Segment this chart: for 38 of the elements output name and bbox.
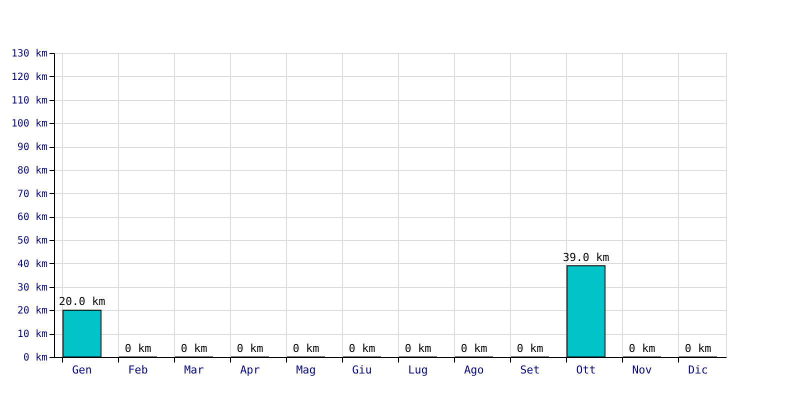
x-tick-label: Mag [296, 364, 316, 376]
data-label: 0 km [180, 342, 208, 355]
y-tick-label: 90 km [17, 142, 48, 154]
x-tick-label: Lug [408, 364, 428, 376]
data-label: 0 km [684, 342, 712, 355]
y-tick-label: 110 km [11, 95, 48, 106]
data-label: 0 km [236, 342, 264, 355]
y-tick-label: 40 km [17, 258, 48, 270]
y-tick-label: 100 km [11, 118, 48, 130]
data-label: 0 km [628, 342, 656, 355]
y-tick-label: 0 km [23, 352, 48, 364]
y-tick-label: 120 km [11, 72, 48, 83]
data-label: 0 km [124, 342, 152, 355]
data-label: 0 km [516, 342, 544, 355]
data-label: 0 km [348, 342, 376, 355]
y-tick-label: 50 km [17, 236, 48, 247]
x-tick-label: Mar [184, 364, 204, 376]
data-label: 20.0 km [58, 295, 106, 308]
data-label: 0 km [292, 342, 320, 355]
y-tick-label: 80 km [17, 165, 48, 176]
x-tick-label: Ott [576, 364, 596, 376]
x-tick-label: Feb [128, 364, 148, 376]
x-tick-label: Giu [352, 364, 372, 376]
y-tick-label: 130 km [11, 48, 48, 60]
x-tick-label: Gen [72, 364, 92, 376]
data-label: 0 km [404, 342, 432, 355]
x-tick-label: Set [520, 364, 540, 376]
y-tick-label: 10 km [17, 329, 48, 340]
y-tick-label: 30 km [17, 282, 48, 294]
data-label: 0 km [460, 342, 488, 355]
y-tick-label: 20 km [17, 306, 48, 317]
y-tick-label: 70 km [17, 188, 48, 200]
x-tick-label: Dic [688, 364, 708, 376]
x-tick-label: Ago [464, 364, 484, 376]
data-label: 39.0 km [562, 250, 610, 264]
x-tick-label: Apr [240, 364, 260, 376]
x-tick-label: Nov [632, 364, 652, 376]
y-tick-label: 60 km [17, 212, 48, 224]
